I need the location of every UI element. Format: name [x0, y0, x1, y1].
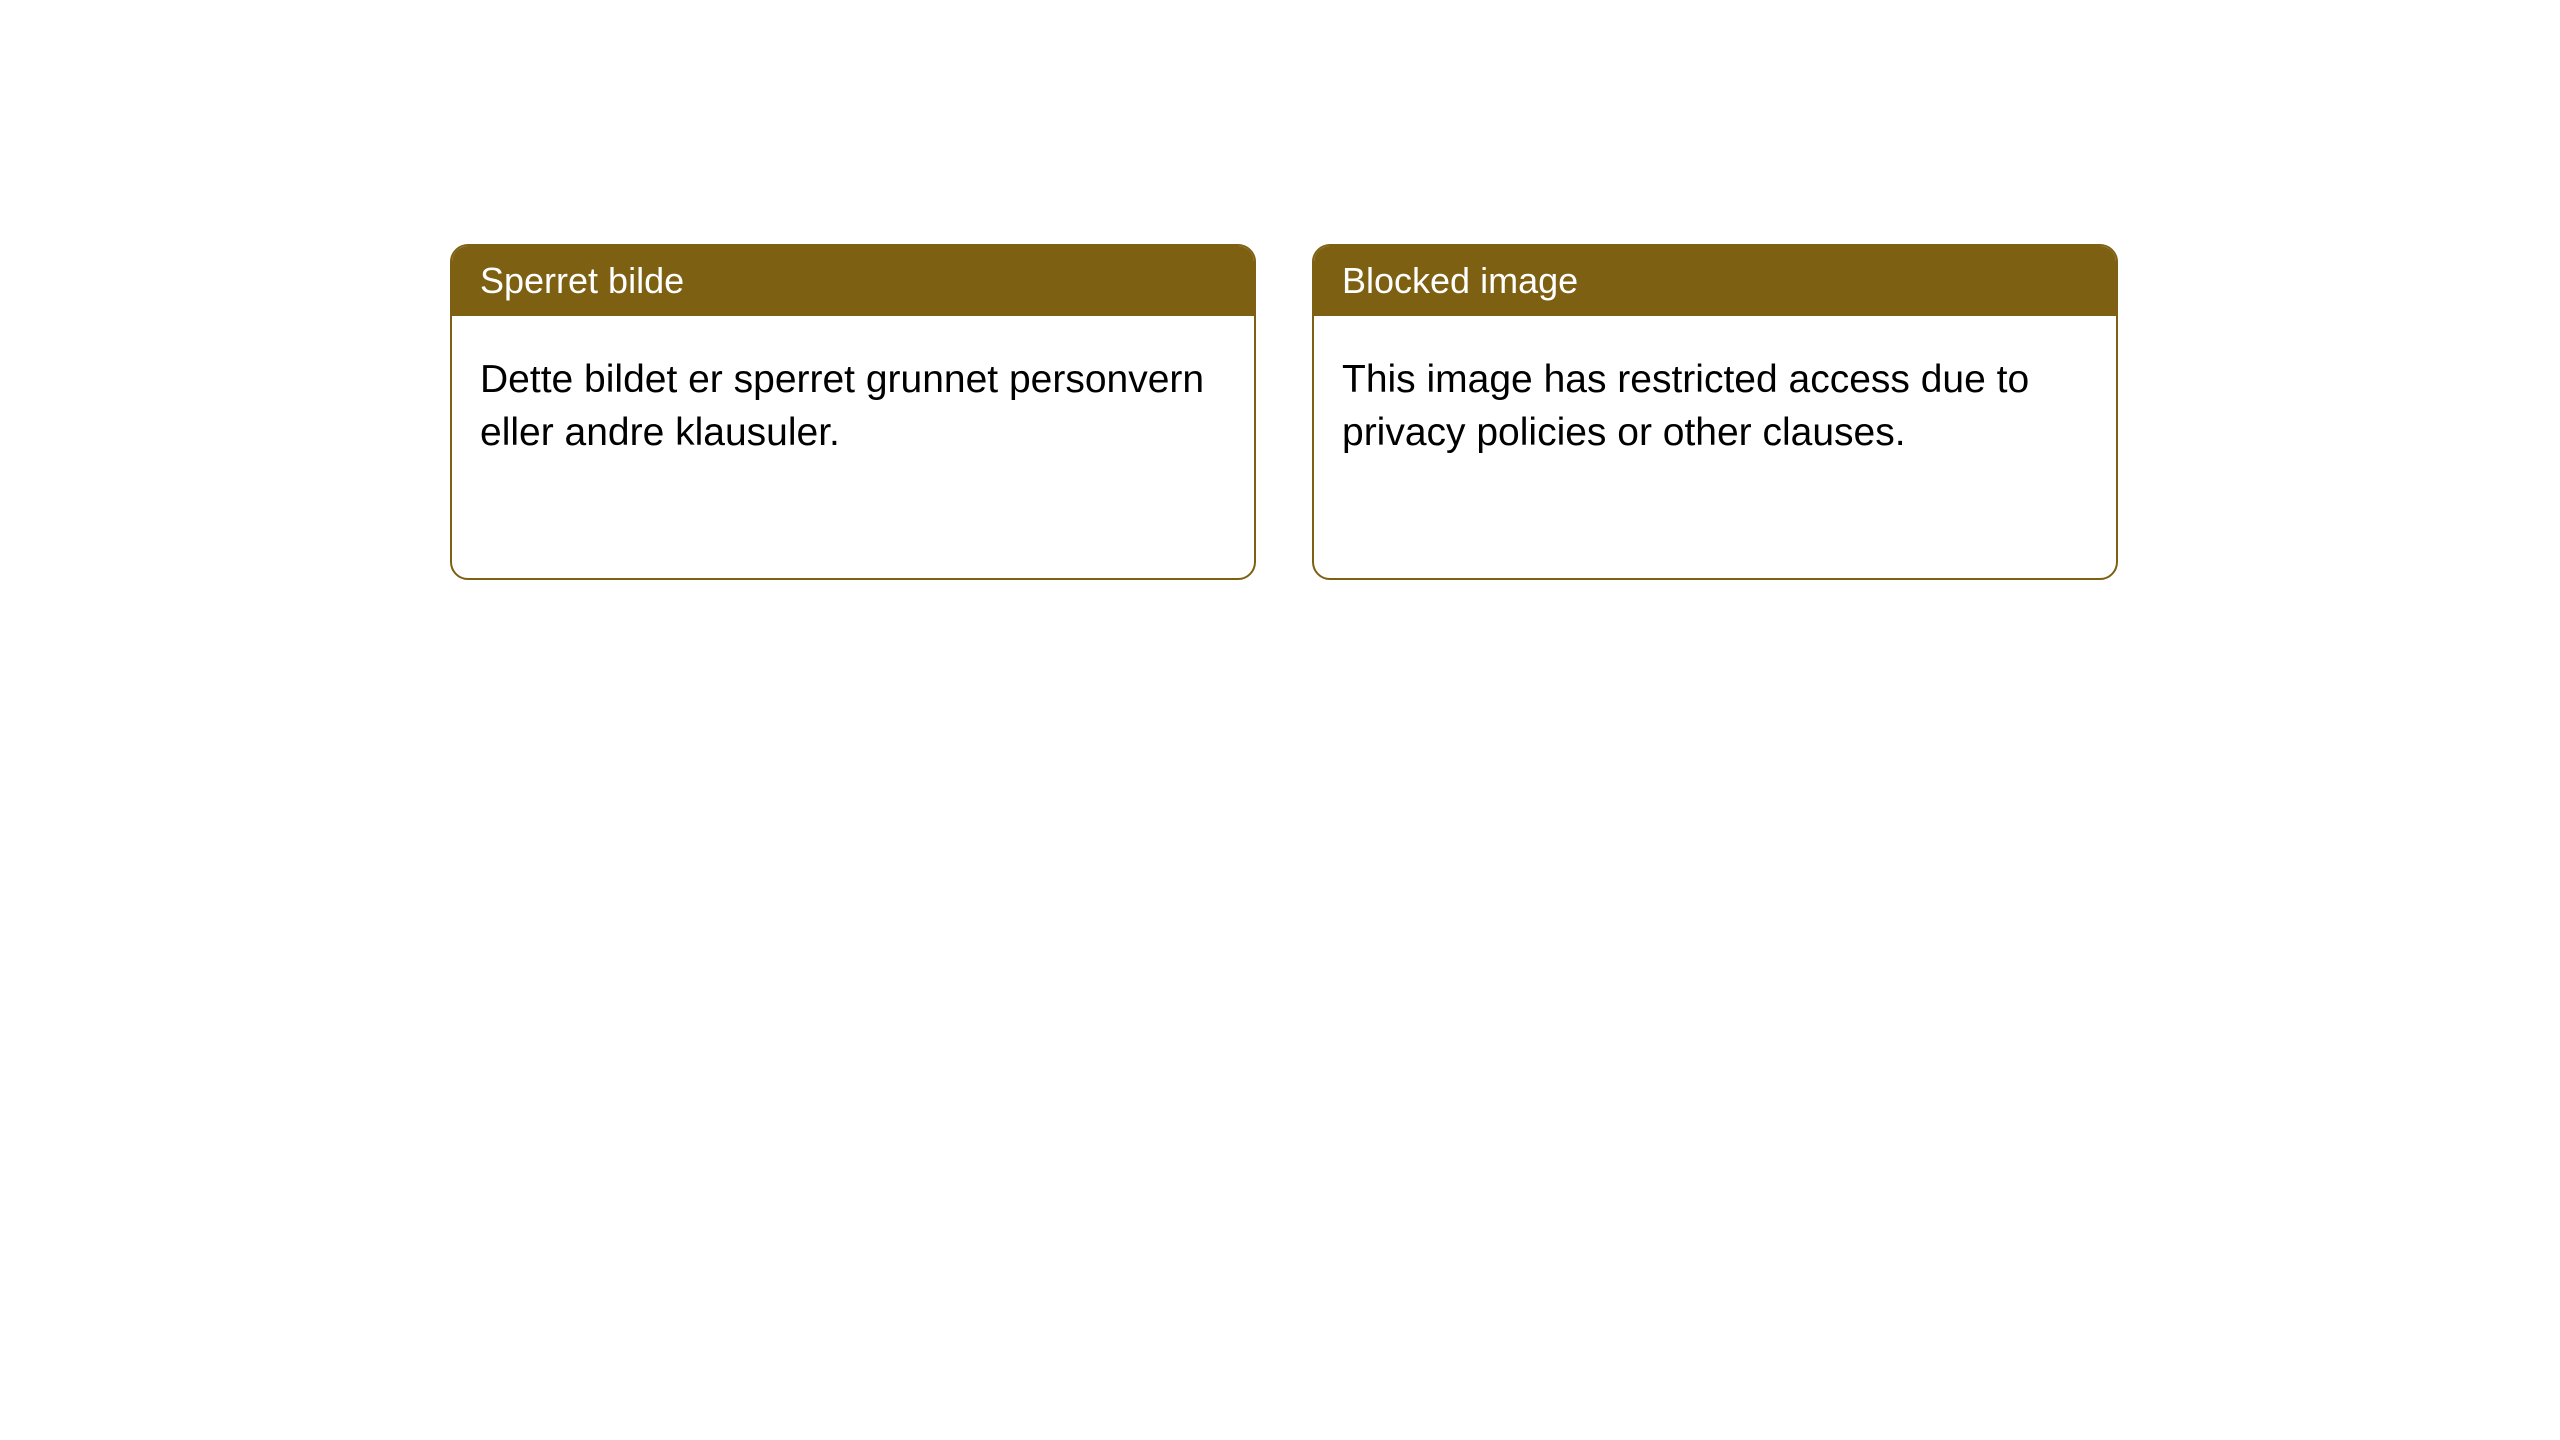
card-title: Blocked image	[1314, 246, 2116, 316]
notice-card-norwegian: Sperret bilde Dette bildet er sperret gr…	[450, 244, 1256, 580]
card-body-text: This image has restricted access due to …	[1314, 316, 2116, 497]
notice-cards-container: Sperret bilde Dette bildet er sperret gr…	[450, 244, 2118, 580]
notice-card-english: Blocked image This image has restricted …	[1312, 244, 2118, 580]
card-body-text: Dette bildet er sperret grunnet personve…	[452, 316, 1254, 497]
card-title: Sperret bilde	[452, 246, 1254, 316]
